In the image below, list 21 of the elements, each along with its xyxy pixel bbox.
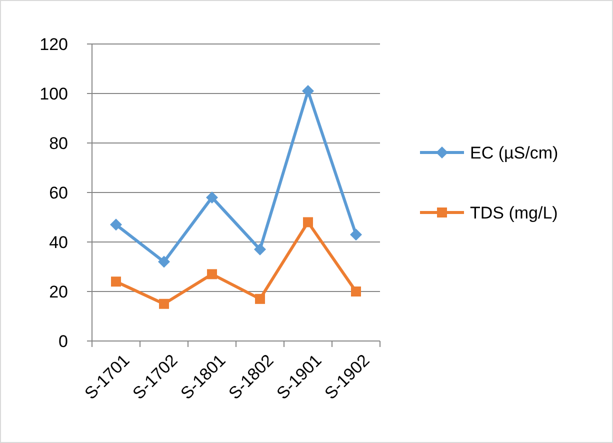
point — [350, 228, 362, 241]
legend-label: EC (µS/cm) — [470, 143, 558, 162]
point — [351, 286, 361, 296]
y-tick-label: 20 — [49, 282, 68, 302]
y-tick-label: 80 — [49, 134, 68, 153]
point — [254, 243, 266, 256]
y-tick-label: 100 — [40, 84, 68, 104]
point — [111, 276, 121, 287]
point — [255, 294, 265, 304]
point — [159, 298, 169, 309]
point — [158, 256, 170, 268]
y-tick-label: 120 — [40, 34, 68, 54]
point — [207, 269, 217, 280]
point — [206, 191, 218, 204]
legend-label: TDS (mg/L) — [470, 203, 558, 222]
y-tick-label: 0 — [58, 332, 68, 351]
point — [302, 85, 314, 98]
point — [303, 217, 313, 228]
point — [110, 218, 122, 231]
y-tick-label: 60 — [49, 183, 68, 202]
y-tick-label: 40 — [49, 232, 68, 252]
